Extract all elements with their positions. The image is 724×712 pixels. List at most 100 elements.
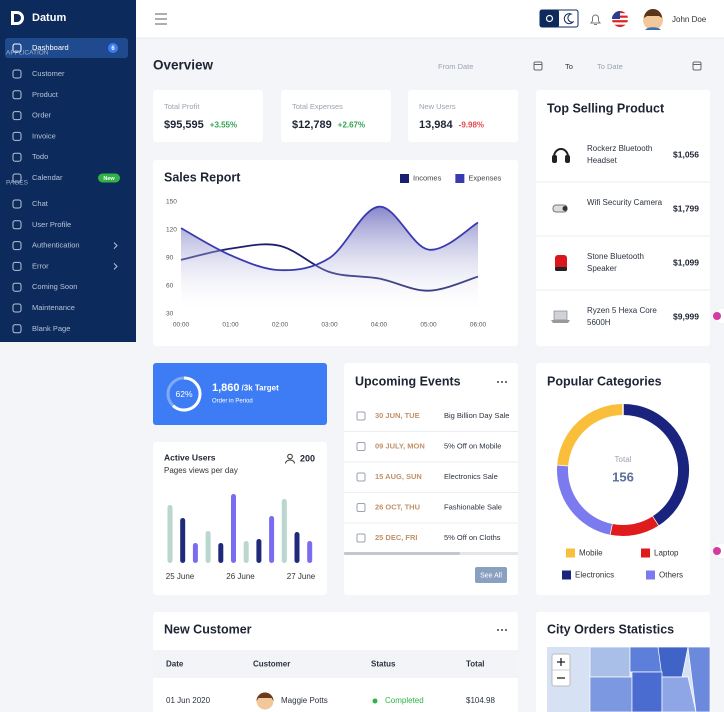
bar [167, 505, 173, 563]
menu-item[interactable]: Coming Soon [32, 282, 77, 291]
menu-icon [12, 69, 22, 79]
more-dot[interactable] [501, 381, 503, 383]
y-tick-label: 60 [166, 283, 174, 290]
column-header: Total [466, 660, 485, 669]
product-image [551, 320, 570, 323]
zoom-in[interactable] [557, 658, 565, 666]
column-header: Date [166, 660, 184, 669]
menu-item[interactable]: User Profile [32, 220, 71, 229]
bar [180, 518, 186, 563]
map-region [631, 671, 663, 712]
menu-item[interactable]: Dashboard [32, 43, 69, 52]
floating-button-icon [713, 312, 721, 320]
stat-card [408, 90, 518, 142]
y-tick-label: 120 [166, 227, 177, 234]
bar [294, 532, 300, 563]
flag-stripe [612, 22, 628, 25]
menu-item[interactable]: Blank Page [32, 324, 70, 333]
menu-icon [12, 220, 22, 230]
more-dot[interactable] [505, 629, 507, 631]
bell-icon[interactable] [590, 14, 601, 25]
flag-stripe [612, 20, 628, 23]
product-image [555, 255, 567, 270]
chevron [113, 263, 118, 270]
product-image [553, 310, 568, 321]
map-region [589, 646, 631, 678]
x-tick-label: 06:00 [470, 322, 487, 329]
legend-swatch [455, 174, 465, 183]
more-dot[interactable] [501, 629, 503, 631]
menu-item[interactable]: Order [32, 111, 52, 120]
section-header: APPLICATION [6, 50, 49, 57]
brand: Datum [32, 12, 66, 24]
legend-label: Incomes [413, 173, 442, 182]
event-title: Big Billion Day Sale [444, 411, 509, 420]
card-title: Active Users [164, 452, 216, 462]
stat-change: +2.67% [338, 121, 365, 130]
donut-segment [609, 516, 659, 536]
menu-item[interactable]: Customer [32, 69, 65, 78]
progress-arc [172, 376, 202, 412]
user-icon [285, 459, 295, 464]
product-name: Stone Bluetooth Speaker [587, 252, 644, 273]
event-title: Electronics Sale [444, 472, 498, 481]
date-input[interactable]: From Date [438, 62, 473, 71]
flag-canton [612, 11, 620, 19]
bar [281, 499, 287, 563]
scroll-thumb[interactable] [344, 552, 460, 555]
more-dot[interactable] [497, 629, 499, 631]
floating-button-icon [713, 547, 721, 555]
map-region [589, 676, 633, 712]
x-tick-label: 01:00 [222, 322, 239, 329]
product-name: Rockerz Bluetooth Headset [587, 144, 653, 165]
map-region [687, 646, 711, 712]
top-selling-card [536, 90, 710, 346]
flag-stripe [612, 24, 628, 27]
menu-item[interactable]: Authentication [32, 241, 80, 250]
table-cell: Maggie Potts [281, 696, 328, 705]
date-input[interactable]: To Date [597, 62, 623, 71]
menu-item[interactable]: Maintenance [32, 303, 75, 312]
event-date: 26 OCT, THU [375, 502, 420, 511]
product-name: Wifi Security Camera [587, 198, 663, 207]
menu-item[interactable]: Todo [32, 152, 48, 161]
badge-text: New [103, 176, 115, 182]
menu-icon [12, 173, 22, 183]
badge [98, 173, 120, 183]
event-title: 5% Off on Mobile [444, 441, 501, 450]
x-tick-label: 25 June [166, 572, 195, 581]
stat-value: 13,984 [419, 119, 454, 131]
table-cell: $104.98 [466, 696, 495, 705]
user-name[interactable]: John Doe [672, 15, 707, 24]
flag[interactable] [612, 11, 628, 27]
date-separator: To [565, 62, 573, 71]
more-dot[interactable] [497, 381, 499, 383]
product-image [562, 206, 568, 211]
legend-label: Mobile [579, 549, 603, 558]
card-subtitle: Pages views per day [164, 466, 238, 475]
menu-icon [12, 303, 22, 313]
see-all-label[interactable]: See All [480, 572, 502, 579]
calendar-icon [692, 61, 702, 71]
column-header: Status [371, 660, 396, 669]
calendar-icon [356, 442, 366, 451]
menu-icon [12, 111, 22, 121]
product-price: $1,056 [673, 149, 699, 159]
status-dot [372, 698, 378, 704]
more-dot[interactable] [505, 381, 507, 383]
calendar-icon [533, 61, 543, 71]
series-line [180, 205, 479, 272]
menu-icon [12, 199, 22, 209]
menu-item[interactable]: Invoice [32, 131, 56, 140]
stat-label: Total Profit [164, 102, 200, 111]
menu-item[interactable]: Chat [32, 199, 49, 208]
stat-label: Total Expenses [292, 102, 343, 111]
menu-item[interactable]: Product [32, 90, 59, 99]
target-value: 1,860 [212, 382, 240, 394]
donut-segment [557, 464, 613, 535]
x-tick-label: 27 June [287, 572, 316, 581]
menu-item[interactable]: Calendar [32, 173, 63, 182]
see-all-button[interactable] [475, 567, 507, 583]
menu-item[interactable]: Error [32, 261, 49, 270]
